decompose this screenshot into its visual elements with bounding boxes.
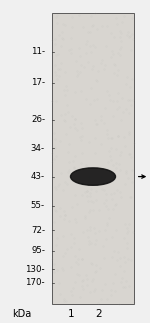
FancyBboxPatch shape	[52, 13, 134, 304]
Text: 17-: 17-	[31, 78, 45, 87]
Text: 26-: 26-	[31, 115, 45, 124]
Text: 72-: 72-	[31, 225, 45, 234]
Text: kDa: kDa	[12, 309, 31, 319]
Text: 55-: 55-	[31, 201, 45, 210]
Text: 1: 1	[68, 309, 75, 319]
Ellipse shape	[70, 168, 116, 185]
Text: 11-: 11-	[31, 47, 45, 57]
Text: 34-: 34-	[31, 144, 45, 153]
Text: 130-: 130-	[25, 265, 45, 274]
Text: 95-: 95-	[31, 246, 45, 255]
Text: 43-: 43-	[31, 172, 45, 181]
Text: 2: 2	[96, 309, 102, 319]
Text: 170-: 170-	[25, 278, 45, 287]
